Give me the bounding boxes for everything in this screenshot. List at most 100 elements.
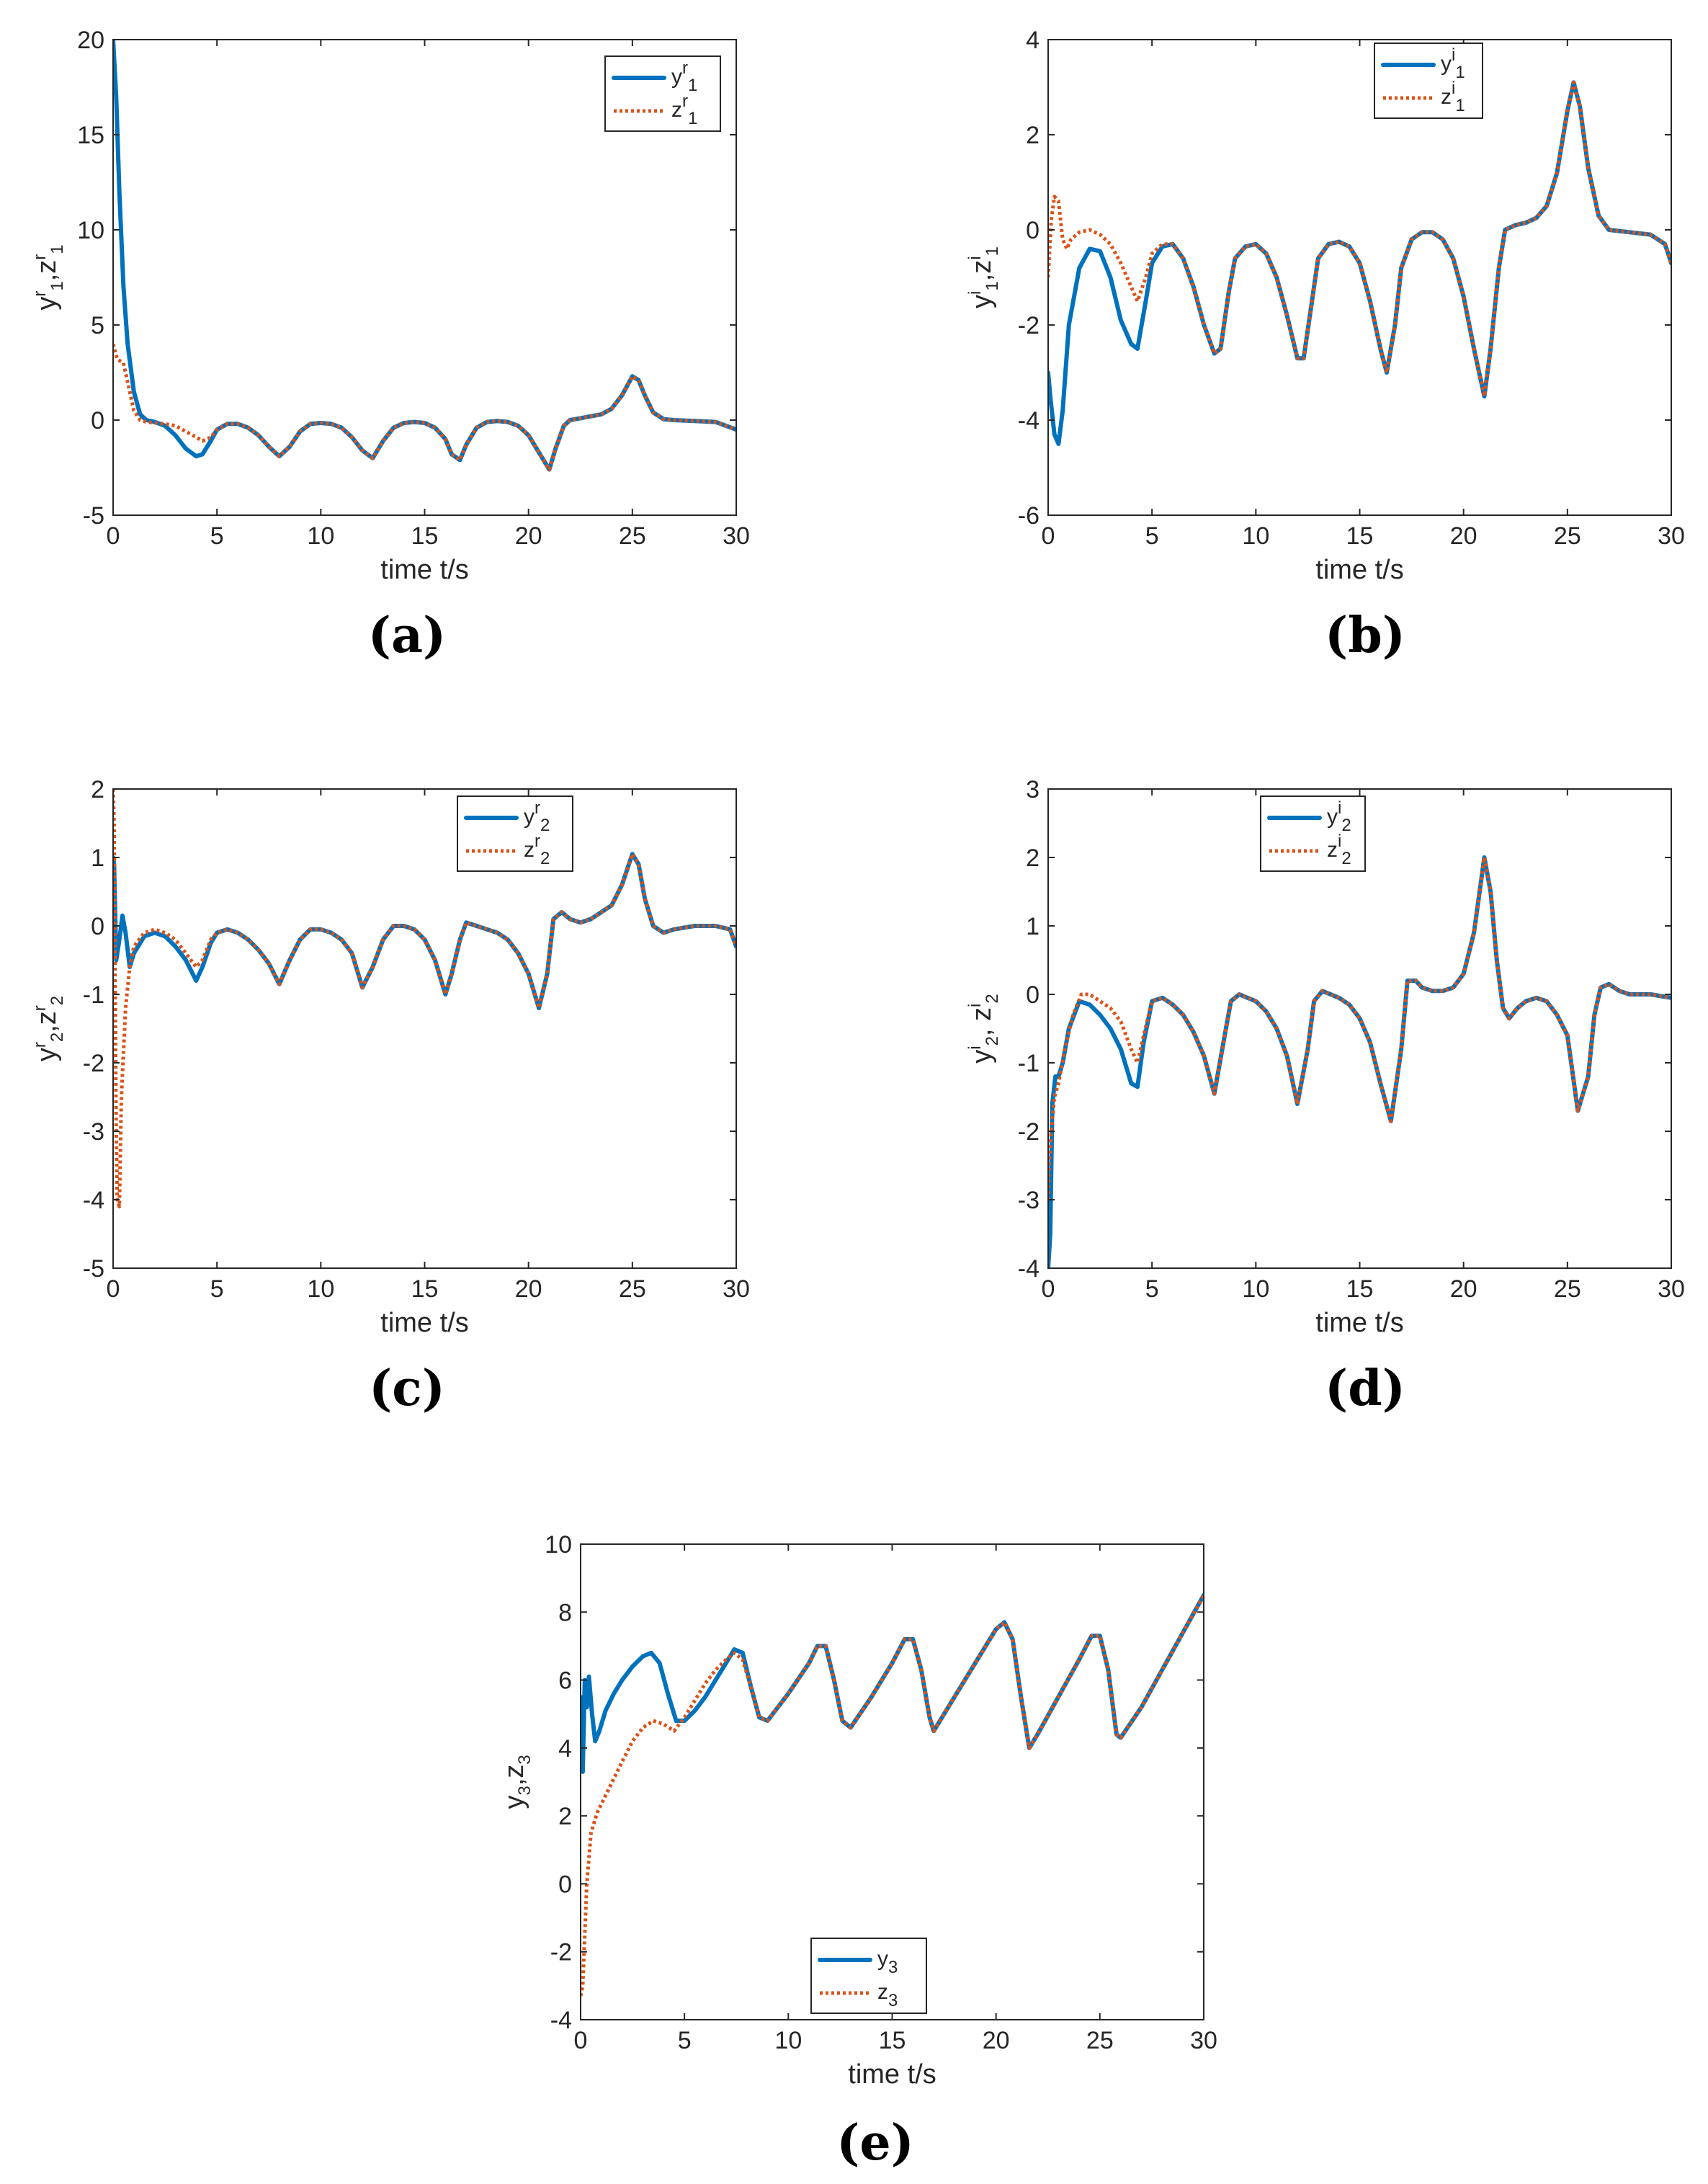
- x-tick-label: 10: [307, 522, 334, 550]
- x-tick-label: 0: [574, 2027, 588, 2054]
- chart-panel-d: 0 5 10 15 20 25 30 -4 -3 -2 -1 0 1 2 3 time t/s yi2, zi2…: [965, 776, 1685, 1417]
- y-tick-label: 6: [558, 1667, 572, 1695]
- x-tick-label: 5: [678, 2027, 692, 2054]
- y-tick-label: 2: [558, 1803, 572, 1830]
- legend-entry-y: yr2: [524, 798, 550, 835]
- y-tick-label: -5: [83, 1255, 104, 1283]
- x-axis-label: time t/s: [1315, 555, 1403, 585]
- y-tick-label: 4: [1026, 27, 1039, 54]
- legend-box: [1260, 795, 1366, 872]
- legend-box: [457, 795, 573, 872]
- panel-label: (a): [368, 607, 446, 664]
- series-line-y: [1048, 855, 1671, 1268]
- series-line-z: [1048, 855, 1671, 1200]
- y-tick-label: -4: [550, 2007, 572, 2034]
- chart-panel-b: 0 5 10 15 20 25 30 -6 -4 -2 0 2 4 time t/s yi1,zi1 yi1z…: [965, 27, 1685, 664]
- y-axis-label: y3,z3: [499, 1755, 535, 1809]
- x-tick-label: 10: [1242, 1275, 1269, 1303]
- x-tick-label: 20: [983, 2027, 1010, 2054]
- y-tick-label: 10: [77, 217, 104, 244]
- x-tick-label: 15: [411, 522, 439, 550]
- x-tick-label: 15: [1346, 1275, 1374, 1303]
- y-tick-label: 2: [91, 776, 104, 803]
- x-tick-label: 10: [1242, 522, 1269, 550]
- y-axis-label: yi1,zi1: [965, 246, 1002, 308]
- y-tick-label: 3: [1026, 776, 1039, 803]
- chart-panel-c: 0 5 10 15 20 25 30 -5 -4 -3 -2 -1 0 1 2 time t/s yr2,zr2…: [30, 776, 750, 1417]
- x-tick-label: 0: [1042, 522, 1055, 550]
- legend-box: [1374, 43, 1483, 119]
- y-tick-label: 0: [1026, 217, 1039, 244]
- legend-entry-y: y3: [877, 1947, 898, 1977]
- y-tick-label: -5: [83, 502, 104, 530]
- legend-box: [604, 55, 721, 132]
- y-tick-label: 0: [91, 913, 104, 940]
- y-tick-label: -6: [1018, 502, 1039, 530]
- y-tick-label: -4: [1018, 1255, 1039, 1283]
- y-tick-label: 5: [91, 312, 104, 339]
- y-tick-label: 2: [1026, 122, 1039, 149]
- y-axis-label: yi2, zi2: [965, 994, 1002, 1064]
- y-tick-label: -3: [83, 1118, 104, 1146]
- x-tick-label: 25: [1086, 2027, 1114, 2054]
- y-tick-label: 4: [558, 1735, 572, 1762]
- y-tick-label: -2: [83, 1050, 104, 1077]
- x-tick-label: 30: [723, 1275, 750, 1303]
- legend-entry-y: yi1: [1441, 45, 1465, 82]
- x-tick-label: 30: [1190, 2027, 1217, 2054]
- x-tick-label: 15: [879, 2027, 906, 2054]
- x-tick-label: 5: [210, 1275, 224, 1303]
- legend-entry-z: z3: [877, 1980, 898, 2010]
- legend-entry-z: zi1: [1441, 79, 1465, 115]
- x-tick-label: 20: [515, 1275, 542, 1303]
- plot-frame: [112, 788, 737, 1269]
- x-tick-label: 30: [1658, 522, 1685, 550]
- y-tick-label: 1: [91, 844, 104, 872]
- x-tick-label: 30: [723, 522, 750, 550]
- y-tick-label: 0: [91, 407, 104, 434]
- x-tick-label: 0: [107, 522, 120, 550]
- series-line-z: [581, 1594, 1204, 1997]
- panel-label: (d): [1325, 1360, 1405, 1417]
- y-tick-label: -4: [1018, 407, 1039, 434]
- y-tick-label: 10: [545, 1531, 572, 1559]
- legend-entry-z: zi2: [1327, 832, 1351, 868]
- x-tick-label: 30: [1658, 1275, 1685, 1303]
- x-tick-label: 5: [1145, 522, 1159, 550]
- x-tick-label: 25: [1554, 522, 1581, 550]
- x-axis-label: time t/s: [380, 1308, 468, 1338]
- x-tick-label: 20: [1450, 1275, 1477, 1303]
- y-tick-label: 0: [1026, 981, 1039, 1009]
- series-line-z: [113, 789, 736, 1208]
- series-line-y: [1048, 80, 1671, 446]
- series-line-z: [1048, 80, 1671, 398]
- y-tick-label: -2: [550, 1939, 572, 1966]
- y-tick-label: -4: [83, 1187, 104, 1214]
- x-axis-label: time t/s: [1315, 1308, 1403, 1338]
- x-tick-label: 5: [210, 522, 224, 550]
- panel-label: (e): [836, 2114, 914, 2172]
- x-tick-label: 15: [411, 1275, 439, 1303]
- x-tick-label: 5: [1145, 1275, 1159, 1303]
- legend-entry-z: zr2: [524, 832, 550, 868]
- y-tick-label: -3: [1018, 1187, 1039, 1214]
- y-tick-label: 8: [558, 1599, 572, 1626]
- chart-panel-e: 0 5 10 15 20 25 30 -4 -2 0 2 4 6 8 10 time t/s y3,z3 y3z3…: [499, 1531, 1217, 2172]
- y-tick-label: -2: [1018, 1118, 1039, 1146]
- x-tick-label: 10: [774, 2027, 802, 2054]
- panel-label: (b): [1325, 607, 1405, 664]
- y-tick-label: -2: [1018, 312, 1039, 339]
- x-tick-label: 10: [307, 1275, 334, 1303]
- legend-entry-y: yi2: [1327, 798, 1351, 835]
- plot-frame: [1047, 39, 1672, 516]
- x-axis-label: time t/s: [380, 555, 468, 585]
- y-axis-label: yr1,zr1: [30, 244, 67, 310]
- panel-label: (c): [369, 1360, 445, 1417]
- x-tick-label: 0: [1042, 1275, 1055, 1303]
- x-tick-label: 15: [1346, 522, 1374, 550]
- x-tick-label: 0: [107, 1275, 120, 1303]
